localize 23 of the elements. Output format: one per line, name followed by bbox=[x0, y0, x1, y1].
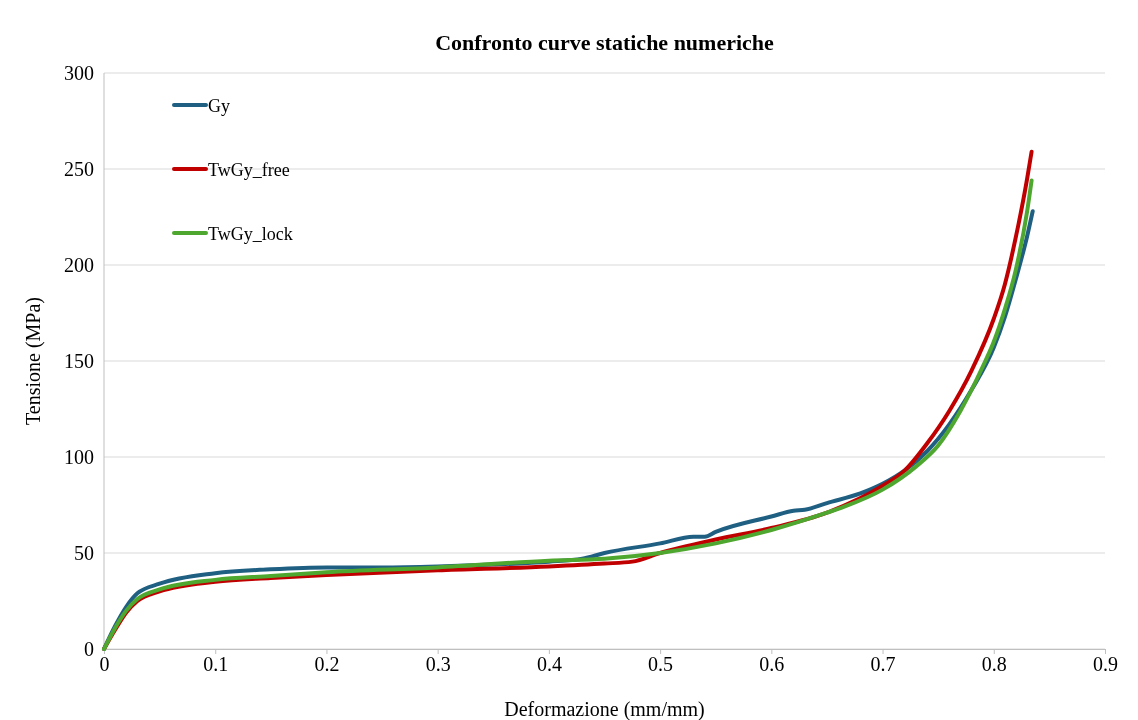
x-tick-label: 0.4 bbox=[536, 653, 562, 676]
legend-label: TwGy_free bbox=[208, 160, 290, 180]
x-tick-label: 0.5 bbox=[648, 653, 674, 676]
y-tick-label: 300 bbox=[64, 61, 94, 84]
chart-title: Confronto curve statiche numeriche bbox=[435, 30, 775, 55]
x-tick-label: 0.3 bbox=[425, 653, 451, 676]
x-tick-label: 0.8 bbox=[981, 653, 1007, 676]
x-tick-label: 0.9 bbox=[1093, 653, 1118, 676]
x-axis-title: Deformazione (mm/mm) bbox=[504, 698, 705, 720]
y-tick-label: 200 bbox=[64, 253, 94, 276]
x-tick-label: 0 bbox=[99, 653, 110, 676]
y-axis-title: Tensione (MPa) bbox=[22, 296, 45, 426]
legend-label: TwGy_lock bbox=[208, 224, 293, 244]
y-tick-label: 250 bbox=[64, 157, 94, 180]
x-tick-label: 0.7 bbox=[870, 653, 896, 676]
x-tick-label: 0.1 bbox=[203, 653, 229, 676]
y-tick-label: 50 bbox=[74, 541, 94, 564]
legend-label: Gy bbox=[208, 96, 230, 116]
x-tick-label: 0.6 bbox=[759, 653, 785, 676]
x-tick-label: 0.2 bbox=[314, 653, 340, 676]
y-tick-label: 150 bbox=[64, 349, 94, 372]
y-tick-label: 100 bbox=[64, 445, 94, 468]
y-tick-label: 0 bbox=[84, 637, 94, 660]
